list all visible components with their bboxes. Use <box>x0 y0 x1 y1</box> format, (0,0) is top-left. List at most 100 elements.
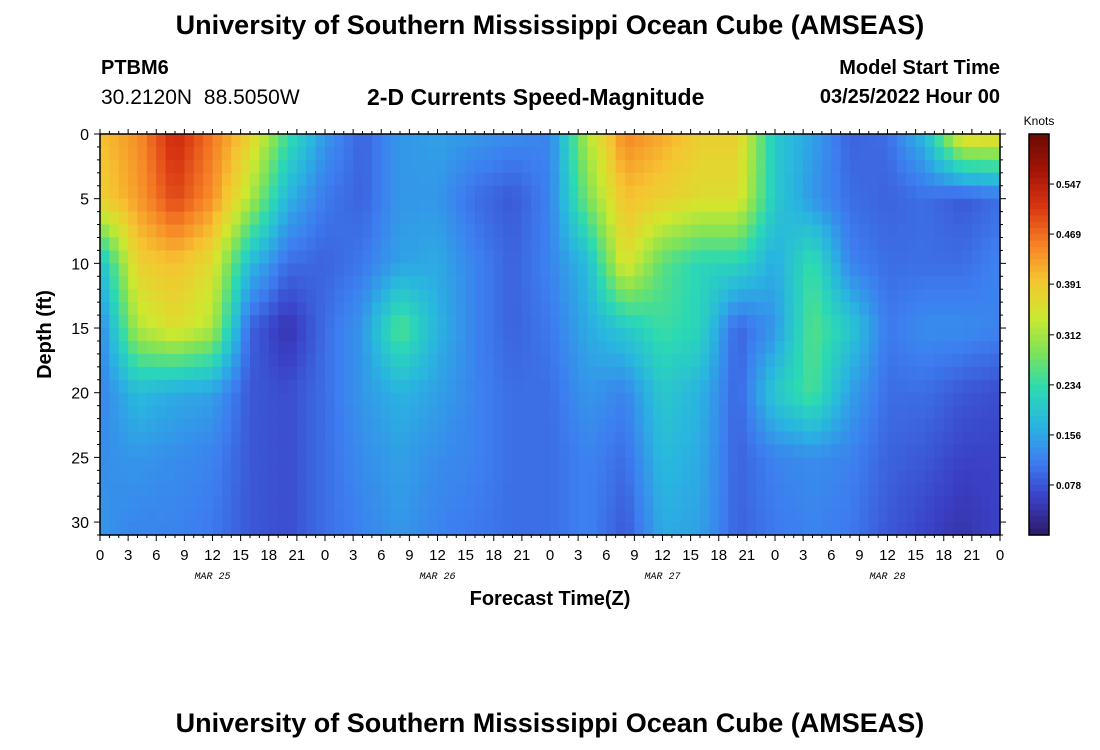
heatmap-cell <box>353 470 364 484</box>
heatmap-cell <box>643 263 654 277</box>
heatmap-cell <box>428 276 439 290</box>
heatmap-cell <box>718 276 729 290</box>
heatmap-cell <box>259 470 270 484</box>
y-tick-label: 30 <box>71 515 89 532</box>
heatmap-cell <box>428 134 439 148</box>
heatmap-cell <box>175 172 185 187</box>
heatmap-cell <box>868 328 879 342</box>
heatmap-cell <box>465 289 476 303</box>
heatmap-cell <box>821 134 832 148</box>
heatmap-cell <box>531 431 542 446</box>
heatmap-cell <box>400 496 410 510</box>
heatmap-cell <box>193 263 204 277</box>
heatmap-cell <box>343 379 354 394</box>
heatmap-cell <box>118 379 129 394</box>
heatmap-cell <box>587 237 598 252</box>
colorbar-swatch <box>1029 253 1049 260</box>
heatmap-cell <box>503 457 514 471</box>
heatmap-cell <box>231 509 242 523</box>
heatmap-cell <box>146 198 157 213</box>
heatmap-cell <box>578 444 589 458</box>
heatmap-cell <box>615 418 626 433</box>
heatmap-cell <box>690 353 701 368</box>
heatmap-cell <box>990 250 1001 264</box>
heatmap-cell <box>803 353 814 368</box>
heatmap-cell <box>484 289 495 303</box>
heatmap-cell <box>175 457 185 471</box>
heatmap-cell <box>784 172 795 187</box>
heatmap-cell <box>962 418 973 433</box>
heatmap-cell <box>671 237 682 252</box>
heatmap-cell <box>981 185 992 200</box>
heatmap-cell <box>184 405 195 420</box>
heatmap-cell <box>156 392 167 407</box>
heatmap-cell <box>521 340 532 355</box>
heatmap-cell <box>231 392 242 407</box>
heatmap-cell <box>540 276 551 290</box>
heatmap-cell <box>203 185 214 200</box>
heatmap-cell <box>240 276 251 290</box>
heatmap-cell <box>915 276 926 290</box>
heatmap-cell <box>934 522 945 536</box>
heatmap-cell <box>812 483 823 497</box>
heatmap-cell <box>925 302 935 316</box>
heatmap-cell <box>643 134 654 148</box>
heatmap-cell <box>990 509 1001 523</box>
heatmap-cell <box>784 353 795 368</box>
heatmap-cell <box>990 263 1001 277</box>
heatmap-cell <box>128 483 139 497</box>
heatmap-cell <box>315 159 326 174</box>
heatmap-cell <box>221 185 232 200</box>
heatmap-cell <box>334 405 345 420</box>
heatmap-cell <box>587 250 598 264</box>
heatmap-cell <box>259 172 270 187</box>
heatmap-cell <box>484 159 495 174</box>
heatmap-cell <box>850 302 860 316</box>
x-tick-label: 9 <box>180 547 188 564</box>
heatmap-cell <box>175 496 185 510</box>
heatmap-cell <box>962 470 973 484</box>
heatmap-cell <box>109 302 120 316</box>
heatmap-cell <box>906 340 917 355</box>
heatmap-cell <box>409 418 420 433</box>
heatmap-cell <box>137 276 148 290</box>
heatmap-cell <box>465 263 476 277</box>
heatmap-cell <box>925 185 935 200</box>
heatmap-cell <box>859 289 870 303</box>
heatmap-cell <box>334 379 345 394</box>
heatmap-cell <box>784 496 795 510</box>
heatmap-cell <box>456 444 467 458</box>
heatmap-cell <box>306 379 317 394</box>
heatmap-cell <box>990 328 1001 342</box>
heatmap-cell <box>531 405 542 420</box>
heatmap-cell <box>362 483 373 497</box>
heatmap-cell <box>100 146 110 161</box>
heatmap-cell <box>325 405 335 420</box>
y-tick-label: 20 <box>71 386 89 403</box>
heatmap-cell <box>465 522 476 536</box>
heatmap-cell <box>831 276 842 290</box>
heatmap-cell <box>250 496 260 510</box>
heatmap-cell <box>671 496 682 510</box>
heatmap-cell <box>550 405 560 420</box>
heatmap-cell <box>906 405 917 420</box>
heatmap-cell <box>503 444 514 458</box>
heatmap-cell <box>287 172 298 187</box>
heatmap-cell <box>784 211 795 226</box>
heatmap-cell <box>653 340 664 355</box>
heatmap-cell <box>765 496 776 510</box>
heatmap-cell <box>362 457 373 471</box>
heatmap-cell <box>821 172 832 187</box>
heatmap-cell <box>437 483 448 497</box>
heatmap-cell <box>962 366 973 381</box>
heatmap-cell <box>915 379 926 394</box>
heatmap-cell <box>634 405 645 420</box>
heatmap-cell <box>184 444 195 458</box>
heatmap-cell <box>446 340 457 355</box>
heatmap-cell <box>587 134 598 148</box>
heatmap-cell <box>681 470 692 484</box>
heatmap-cell <box>446 431 457 446</box>
heatmap-cell <box>887 237 898 252</box>
heatmap-cell <box>371 470 382 484</box>
heatmap-cell <box>250 379 260 394</box>
